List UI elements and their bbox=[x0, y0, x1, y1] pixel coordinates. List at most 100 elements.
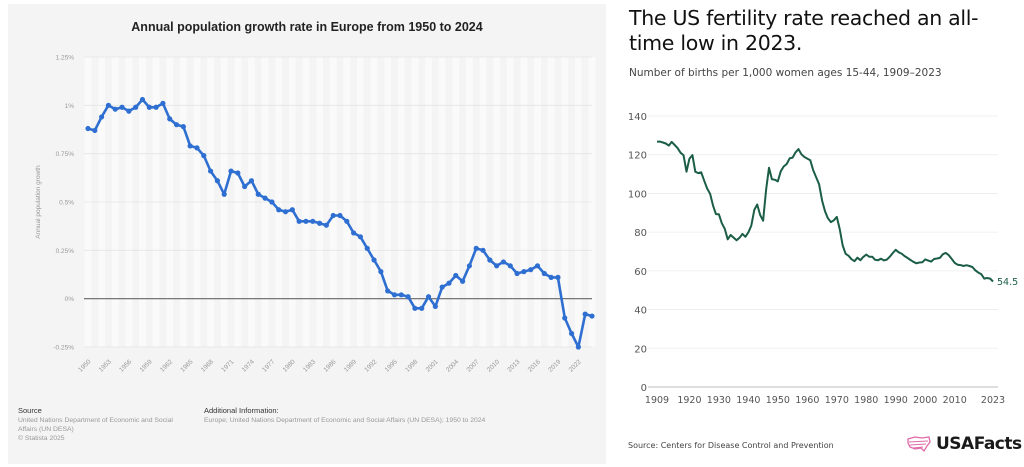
data-point bbox=[357, 234, 364, 240]
x-tick-label: 2001 bbox=[425, 358, 440, 373]
data-point bbox=[146, 104, 152, 110]
data-point bbox=[310, 218, 316, 224]
data-point bbox=[173, 122, 180, 128]
data-point bbox=[446, 280, 452, 286]
x-tick-label: 1956 bbox=[118, 358, 133, 373]
data-line bbox=[657, 140, 994, 283]
data-point bbox=[555, 274, 561, 280]
x-tick-label: 2022 bbox=[568, 358, 583, 373]
data-point bbox=[119, 104, 125, 110]
data-point bbox=[528, 267, 534, 273]
x-tick-label: 2016 bbox=[527, 358, 542, 373]
source-line-2: Affairs (UN DESA) bbox=[18, 426, 74, 433]
data-point bbox=[187, 143, 193, 149]
data-point bbox=[296, 218, 302, 224]
y-tick-label: 100 bbox=[628, 189, 647, 200]
data-point bbox=[255, 191, 261, 197]
source-heading: Source bbox=[18, 406, 42, 415]
data-point bbox=[507, 263, 513, 269]
x-tick-label: 1977 bbox=[261, 358, 276, 373]
us-fertility-panel: The US fertility rate reached an all-tim… bbox=[614, 0, 1024, 467]
x-tick-label: 1970 bbox=[825, 395, 849, 406]
fertility-chart-title: The US fertility rate reached an all-tim… bbox=[629, 6, 979, 55]
x-tick-label: 1974 bbox=[241, 358, 256, 373]
data-point bbox=[323, 222, 329, 228]
fertility-source: Source: Centers for Disease Control and … bbox=[628, 441, 834, 450]
y-tick-label: 0 bbox=[641, 383, 647, 394]
data-point bbox=[439, 284, 445, 290]
data-point bbox=[153, 104, 159, 110]
y-tick-label: 60 bbox=[634, 267, 647, 278]
y-axis-label: Annual population growth bbox=[35, 165, 42, 239]
data-point bbox=[167, 116, 173, 122]
x-tick-label: 2010 bbox=[943, 395, 967, 406]
data-point bbox=[487, 257, 493, 263]
data-point bbox=[534, 263, 541, 269]
x-tick-label: 2000 bbox=[913, 395, 937, 406]
y-tick-label: 20 bbox=[634, 344, 647, 355]
x-tick-label: 1940 bbox=[736, 395, 760, 406]
data-point bbox=[330, 212, 336, 219]
end-value-label: 54.5 bbox=[997, 277, 1018, 288]
data-point bbox=[180, 124, 186, 130]
brand-name: USAFacts bbox=[936, 434, 1022, 454]
europe-chart-panel: Annual population growth rate in Europe … bbox=[8, 4, 606, 464]
x-tick-label: 1992 bbox=[363, 358, 378, 373]
data-point bbox=[521, 269, 527, 275]
x-tick-label: 1968 bbox=[200, 358, 215, 373]
fertility-chart-subtitle: Number of births per 1,000 women ages 15… bbox=[629, 67, 942, 79]
y-tick-label: -0.25% bbox=[53, 345, 74, 352]
data-point bbox=[105, 102, 112, 108]
data-line bbox=[87, 98, 593, 349]
data-point bbox=[235, 170, 241, 176]
y-tick-label: 0.5% bbox=[59, 200, 74, 207]
x-tick-label: 2007 bbox=[465, 358, 480, 373]
y-tick-label: 1.25% bbox=[56, 55, 75, 62]
data-point bbox=[500, 259, 507, 265]
data-point bbox=[480, 247, 486, 253]
data-point bbox=[514, 270, 520, 277]
x-tick-label: 1920 bbox=[677, 395, 701, 406]
data-point bbox=[276, 207, 282, 213]
data-point bbox=[92, 127, 98, 134]
data-point bbox=[466, 263, 473, 269]
data-point bbox=[133, 104, 139, 110]
data-point bbox=[589, 313, 595, 319]
data-point bbox=[419, 305, 425, 311]
additional-info-text: Europe; United Nations Department of Eco… bbox=[204, 417, 486, 424]
data-point bbox=[85, 125, 91, 132]
europe-chart-plot: 1.25% 1% 0.75% 0.5% 0.25% 0% -0.25%1950 1953 195… bbox=[35, 55, 596, 374]
x-tick-label: 1953 bbox=[98, 358, 113, 373]
data-point bbox=[112, 106, 118, 112]
data-point bbox=[548, 274, 554, 280]
data-point bbox=[214, 178, 221, 184]
source-line-1: United Nations Department of Economic an… bbox=[18, 417, 173, 424]
data-point bbox=[139, 96, 146, 103]
data-point bbox=[473, 245, 479, 251]
data-point bbox=[248, 178, 255, 184]
x-tick-label: 1980 bbox=[854, 395, 878, 406]
data-point bbox=[398, 292, 404, 298]
europe-chart-title: Annual population growth rate in Europe … bbox=[131, 20, 483, 34]
additional-info-heading: Additional Information: bbox=[204, 406, 279, 415]
data-point bbox=[282, 209, 289, 215]
x-tick-label: 1971 bbox=[220, 358, 235, 373]
data-point bbox=[412, 305, 418, 311]
data-point bbox=[160, 100, 166, 106]
data-point bbox=[391, 292, 398, 298]
x-tick-label: 2010 bbox=[486, 358, 501, 373]
y-tick-label: 0.75% bbox=[56, 151, 75, 158]
y-tick-label: 0.25% bbox=[56, 248, 75, 255]
data-point bbox=[99, 114, 105, 120]
data-point bbox=[575, 344, 581, 350]
data-point bbox=[405, 294, 411, 300]
data-point bbox=[201, 153, 207, 159]
data-point bbox=[378, 269, 384, 275]
x-tick-label: 1960 bbox=[795, 395, 819, 406]
y-tick-label: 140 bbox=[628, 112, 647, 123]
data-point bbox=[385, 288, 391, 294]
x-tick-label: 1980 bbox=[282, 358, 297, 373]
us-map-icon bbox=[907, 436, 931, 453]
data-point bbox=[432, 303, 438, 309]
x-tick-label: 1986 bbox=[322, 358, 337, 373]
